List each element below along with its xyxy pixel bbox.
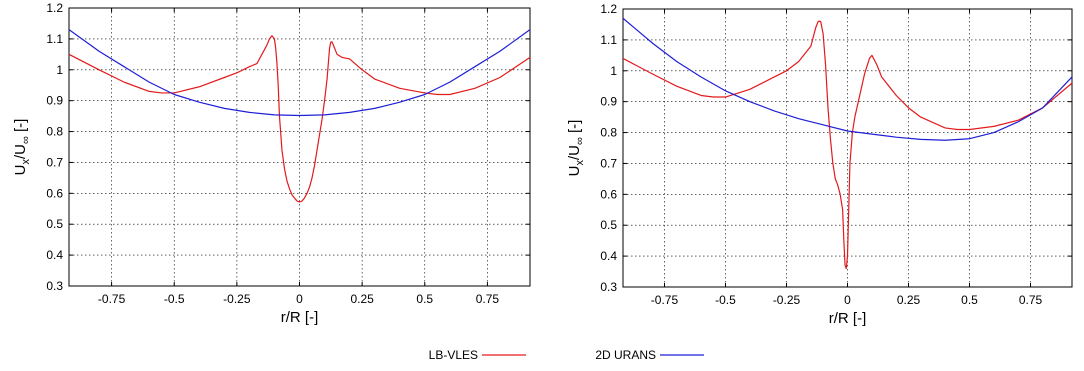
x-tick-label: -0.5 — [715, 293, 736, 307]
y-tick-label: 0.6 — [46, 186, 63, 200]
series-line-2d-urans — [68, 29, 531, 117]
series-line-lb-vles — [68, 35, 531, 203]
y-tick-label: 0.3 — [600, 280, 617, 294]
x-tick-label: -0.5 — [164, 292, 185, 306]
y-tick-label: 0.5 — [600, 218, 617, 232]
y-tick-label: 0.9 — [46, 94, 63, 108]
series-line-2d-urans — [622, 17, 1073, 141]
legend-label-2d-urans: 2D URANS — [595, 348, 656, 362]
series-line-lb-vles — [622, 20, 1073, 270]
y-tick-label: 1.2 — [46, 1, 63, 15]
x-tick-label: -0.25 — [223, 292, 251, 306]
x-axis-title: r/R [-] — [281, 309, 319, 326]
right-chart: 0.3 0.4 0.5 0.6 0.7 0.8 0.9 1 1.1 1.2 -0.75 -0.5 -0.… — [566, 2, 1073, 327]
y-tick-label: 0.7 — [600, 156, 617, 170]
x-tick-label: 0 — [296, 292, 303, 306]
y-tick-label: 0.8 — [46, 125, 63, 139]
y-tick-label: 0.4 — [600, 249, 617, 263]
y-tick-label: 0.8 — [600, 126, 617, 140]
y-tick-label: 1 — [610, 64, 617, 78]
y-tick-label: 1.1 — [46, 32, 63, 46]
y-tick-label: 0.5 — [46, 217, 63, 231]
legend: LB-VLES 2D URANS — [429, 348, 704, 362]
x-tick-label: -0.75 — [651, 293, 679, 307]
y-tick-label: 0.3 — [46, 279, 63, 293]
y-tick-label: 1.2 — [600, 2, 617, 16]
x-tick-label: 0.75 — [1019, 293, 1043, 307]
y-tick-label: 1 — [56, 63, 63, 77]
y-tick-label: 0.6 — [600, 187, 617, 201]
x-tick-label: -0.75 — [98, 292, 126, 306]
y-axis-title: Ux/U∞ [-] — [12, 119, 32, 176]
y-tick-label: 1.1 — [600, 33, 617, 47]
x-tick-label: 0.25 — [350, 292, 374, 306]
y-tick-label: 0.9 — [600, 95, 617, 109]
x-tick-label: 0.5 — [961, 293, 978, 307]
x-tick-label: -0.25 — [773, 293, 801, 307]
x-tick-label: 0 — [844, 293, 851, 307]
y-axis-title: Ux/U∞ [-] — [566, 120, 586, 177]
legend-label-lb-vles: LB-VLES — [429, 348, 478, 362]
x-tick-label: 0.25 — [897, 293, 921, 307]
x-tick-label: 0.5 — [416, 292, 433, 306]
x-axis-title: r/R [-] — [829, 310, 867, 327]
x-tick-label: 0.75 — [476, 292, 500, 306]
y-tick-label: 0.7 — [46, 155, 63, 169]
y-tick-label: 0.4 — [46, 248, 63, 262]
left-chart: 0.3 0.4 0.5 0.6 0.7 0.8 0.9 1 1.1 1.2 -0.75 -0.5 -0.… — [12, 1, 531, 326]
